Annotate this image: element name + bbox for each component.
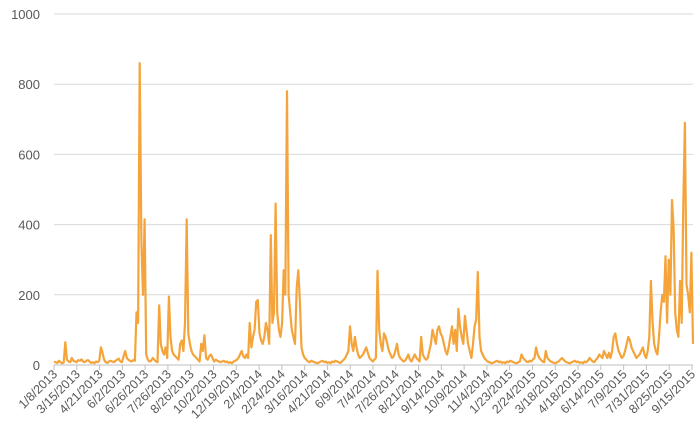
y-tick-label: 600 [18, 147, 40, 162]
y-tick-label: 800 [18, 77, 40, 92]
y-axis-tick-labels: 0 200 400 600 800 1000 [11, 7, 40, 373]
series-line [53, 61, 695, 365]
y-tick-label: 0 [33, 358, 40, 373]
y-tick-label: 1000 [11, 7, 40, 22]
series-layer [53, 61, 695, 365]
y-tick-label: 400 [18, 218, 40, 233]
y-tick-label: 200 [18, 288, 40, 303]
gridlines [54, 13, 693, 296]
x-axis-tick-labels: 1/8/20133/15/20134/21/20136/2/20136/26/2… [16, 365, 698, 421]
